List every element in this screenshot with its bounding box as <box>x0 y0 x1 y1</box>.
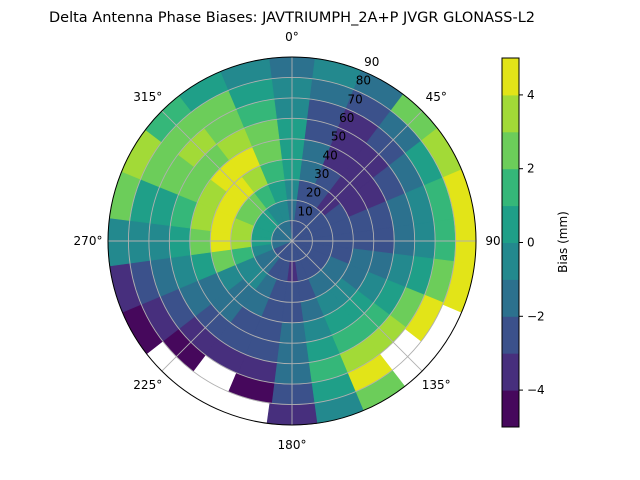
colorbar: 4 2 0 −2 −4 <box>501 57 545 428</box>
grid-spoke <box>161 110 293 242</box>
polar-frame <box>107 56 477 426</box>
angular-tick-label: 0° <box>285 30 299 44</box>
colorbar-tick-label: 0 <box>527 236 535 250</box>
radial-tick-label: 20 <box>306 186 321 200</box>
angular-tick-label: 270° <box>74 234 103 248</box>
colorbar-swatch <box>502 390 519 428</box>
colorbar-tick-label: −4 <box>527 383 545 397</box>
colorbar-tick-label: 2 <box>527 162 535 176</box>
radial-tick-label: 40 <box>323 148 338 162</box>
colorbar-label: Bias (mm) <box>556 211 570 273</box>
radial-tick-label: 70 <box>347 92 362 106</box>
colorbar-swatch <box>502 131 519 170</box>
radial-tick-label: 90 <box>364 55 379 69</box>
colorbar-swatch <box>502 316 519 354</box>
radial-tick-label: 60 <box>339 111 354 125</box>
angular-tick-label: 45° <box>426 90 447 104</box>
colorbar-swatch <box>502 94 519 133</box>
radial-tick-label: 80 <box>356 74 371 88</box>
colorbar-swatch <box>502 279 519 317</box>
radial-tick-labels: 10 20 30 40 50 60 70 80 90 <box>298 55 380 218</box>
colorbar-tick-label: −2 <box>527 309 545 323</box>
radial-tick-label: 30 <box>314 167 329 181</box>
angular-tick-label: 315° <box>133 90 162 104</box>
angular-tick-label: 225° <box>133 378 162 392</box>
radial-tick-label: 10 <box>298 204 313 218</box>
angular-tick-label: 135° <box>422 378 451 392</box>
colorbar-swatch <box>502 168 519 207</box>
angular-tick-label: 180° <box>278 438 307 452</box>
polar-grid <box>107 56 477 426</box>
grid-spoke <box>291 110 423 242</box>
colorbar-swatch <box>502 205 519 243</box>
colorbar-swatch <box>502 58 519 96</box>
colorbar-swatch <box>502 353 519 391</box>
grid-spoke <box>291 240 423 372</box>
colorbar-tick-label: 4 <box>527 88 535 102</box>
chart-title: Delta Antenna Phase Biases: JAVTRIUMPH_2… <box>49 10 535 26</box>
angular-tick-label: 90° <box>485 234 506 248</box>
grid-spoke <box>161 240 293 372</box>
radial-tick-label: 50 <box>331 130 346 144</box>
angular-tick-labels: 0° 45° 90° 135° 180° 225° 270° 315° <box>74 30 507 452</box>
colorbar-swatch <box>502 242 519 280</box>
